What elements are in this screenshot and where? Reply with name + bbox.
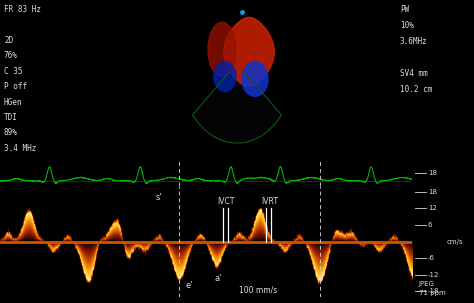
Text: IVCT: IVCT	[217, 197, 235, 206]
Text: 18: 18	[428, 171, 437, 176]
Text: C 35: C 35	[4, 67, 22, 76]
Text: -12: -12	[428, 272, 439, 278]
Text: -18: -18	[428, 288, 439, 295]
Text: 76%: 76%	[4, 51, 18, 60]
Text: P off: P off	[4, 82, 27, 91]
Text: 18: 18	[428, 189, 437, 195]
Text: 10.2 cm: 10.2 cm	[400, 85, 432, 94]
Polygon shape	[242, 62, 268, 96]
Text: IVRT: IVRT	[261, 197, 278, 206]
Text: 2D: 2D	[4, 36, 13, 45]
Text: TDI: TDI	[4, 113, 18, 122]
Text: PW: PW	[400, 5, 409, 14]
Text: e': e'	[186, 281, 193, 290]
Text: 3.4 MHz: 3.4 MHz	[4, 144, 36, 153]
Text: 89%: 89%	[4, 128, 18, 138]
Text: 10%: 10%	[400, 21, 414, 30]
Polygon shape	[214, 62, 236, 92]
Text: 3.6MHz: 3.6MHz	[400, 37, 428, 46]
Text: HGen: HGen	[4, 98, 22, 107]
Text: SV4 mm: SV4 mm	[400, 69, 428, 78]
Text: cm/s: cm/s	[447, 239, 463, 245]
Polygon shape	[192, 72, 282, 143]
Text: a': a'	[215, 274, 222, 283]
Polygon shape	[208, 22, 236, 77]
Text: -6: -6	[428, 255, 435, 261]
Text: 100 mm/s: 100 mm/s	[238, 286, 277, 295]
Text: FR 83 Hz: FR 83 Hz	[4, 5, 41, 14]
Text: 71 ppm: 71 ppm	[419, 290, 445, 296]
Polygon shape	[224, 17, 274, 86]
Text: JPEG: JPEG	[419, 281, 434, 288]
Text: 6: 6	[428, 222, 432, 228]
Text: s': s'	[155, 193, 162, 202]
Text: 12: 12	[428, 205, 437, 211]
